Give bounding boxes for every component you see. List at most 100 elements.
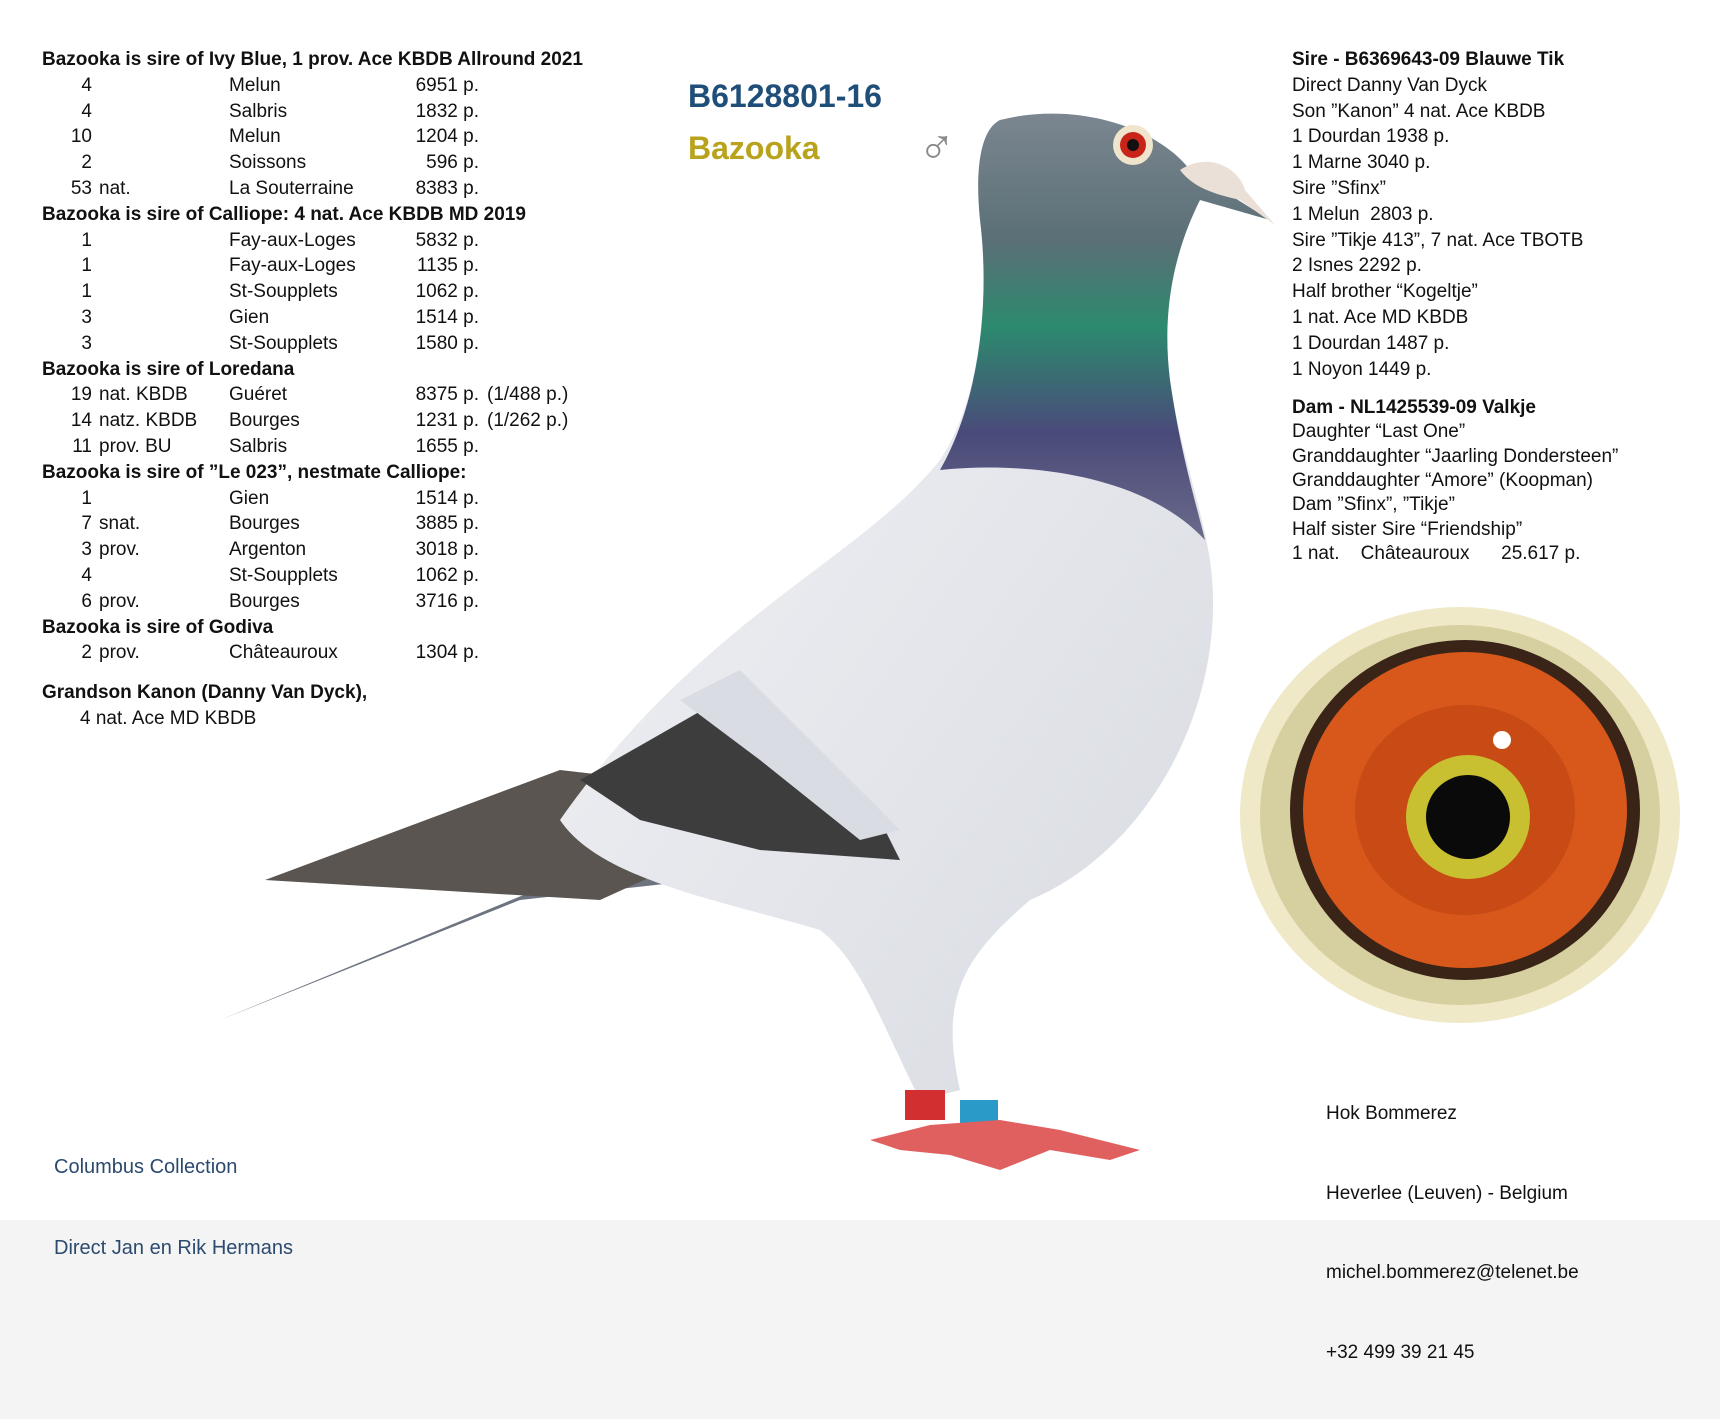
result-row: 10 Melun 1204 p. — [0, 124, 600, 150]
result-place: 7 — [81, 513, 92, 535]
sire-line: Sire ”Sfinx” — [1292, 178, 1386, 199]
result-place: 1 — [81, 281, 92, 303]
sire-line: Sire ”Tikje 413”, 7 nat. Ace TBOTB — [1292, 229, 1584, 251]
sire-line: Half brother “Kogeltje” — [1292, 281, 1478, 303]
result-points: 1135 p. — [417, 255, 479, 277]
eye-image — [1240, 607, 1680, 1023]
result-qualifier: snat. — [99, 513, 141, 535]
result-location: Salbris — [229, 100, 288, 122]
result-row: 1 St-Soupplets 1062 p. — [0, 279, 600, 305]
result-qualifier: prov. — [99, 642, 140, 664]
result-place: 14 — [70, 410, 92, 432]
ring-number: B6128801-16 — [688, 78, 882, 114]
section-heading: Bazooka is sire of Loredana — [42, 358, 295, 380]
result-points: 8383 p. — [415, 178, 479, 199]
result-place: 2 — [81, 152, 92, 174]
dam-line: Granddaughter “Jaarling Dondersteen” — [1292, 445, 1619, 467]
result-points: 8375 p. — [415, 384, 479, 406]
result-location: Melun — [229, 74, 281, 96]
result-place: 4 — [81, 100, 92, 122]
result-points: 1204 p. — [415, 126, 479, 148]
result-qualifier: nat. — [99, 178, 131, 199]
result-extra: (1/262 p.) — [487, 410, 569, 432]
sire-heading: Sire - B6369643-09 Blauwe Tik — [1292, 49, 1565, 70]
result-location: Guéret — [229, 384, 288, 406]
result-location: Argenton — [229, 539, 307, 561]
result-qualifier: nat. KBDB — [99, 384, 188, 406]
sire-line: Direct Danny Van Dyck — [1292, 74, 1487, 96]
result-points: 1231 p. — [415, 410, 479, 432]
result-qualifier: prov. — [99, 539, 140, 561]
result-points: 5832 p. — [415, 229, 479, 251]
result-points: 6951 p. — [415, 74, 479, 96]
result-row: 11 prov. BU Salbris 1655 p. — [0, 434, 600, 460]
result-row: 1 Fay-aux-Loges 5832 p. — [0, 228, 600, 254]
result-points: 3018 p. — [415, 539, 479, 561]
dam-line: Daughter “Last One” — [1292, 421, 1466, 443]
sire-line: 1 Dourdan 1938 p. — [1292, 126, 1450, 148]
result-place: 3 — [81, 332, 92, 354]
result-location: St-Soupplets — [229, 332, 338, 354]
sire-line: 1 nat. Ace MD KBDB — [1292, 307, 1469, 328]
sire-line: Son ”Kanon” 4 nat. Ace KBDB — [1292, 100, 1546, 122]
result-place: 1 — [81, 229, 92, 251]
result-place: 3 — [81, 539, 92, 561]
result-row: 7 snat. Bourges 3885 p. — [0, 511, 600, 537]
result-place: 1 — [81, 487, 92, 509]
result-location: La Souterraine — [229, 178, 354, 199]
result-location: Salbris — [229, 436, 288, 457]
result-extra: (1/488 p.) — [487, 384, 569, 406]
result-points: 3716 p. — [415, 590, 479, 612]
result-row: 6 prov. Bourges 3716 p. — [0, 589, 600, 615]
result-points: 1514 p. — [415, 307, 479, 328]
result-row: 1 Gien 1514 p. — [0, 486, 600, 512]
result-points: 1062 p. — [415, 565, 479, 586]
loft-location: Heverlee (Leuven) - Belgium — [1326, 1182, 1568, 1204]
contact-email[interactable]: michel.bommerez@telenet.be — [1326, 1262, 1579, 1283]
result-place: 4 — [81, 565, 92, 586]
result-location: Melun — [229, 126, 281, 148]
result-qualifier: prov. BU — [99, 436, 172, 457]
result-row: 4 St-Soupplets 1062 p. — [0, 563, 600, 589]
sire-line: 2 Isnes 2292 p. — [1292, 255, 1422, 277]
grandson-heading: Grandson Kanon (Danny Van Dyck), — [42, 682, 368, 704]
result-row: 14 natz. KBDB Bourges 1231 p. (1/262 p.) — [0, 408, 600, 434]
result-location: Bourges — [229, 410, 300, 432]
result-row: 53 nat. La Souterraine 8383 p. — [0, 176, 600, 202]
sire-line: 1 Noyon 1449 p. — [1292, 358, 1432, 380]
result-place: 10 — [70, 126, 92, 148]
result-points: 1304 p. — [415, 642, 479, 664]
collection-origin: Direct Jan en Rik Hermans — [54, 1237, 293, 1259]
result-place: 11 — [72, 436, 92, 457]
result-location: St-Soupplets — [229, 565, 338, 586]
result-row: 3 Gien 1514 p. — [0, 305, 600, 331]
result-location: Châteauroux — [229, 642, 338, 664]
result-row: 3 St-Soupplets 1580 p. — [0, 331, 600, 357]
loft-name: Hok Bommerez — [1326, 1103, 1457, 1124]
result-row: 3 prov. Argenton 3018 p. — [0, 537, 600, 563]
dam-heading: Dam - NL1425539-09 Valkje — [1292, 397, 1536, 418]
pigeon-image — [220, 113, 1275, 1170]
result-row: 4 Melun 6951 p. — [0, 73, 600, 99]
result-row: 2 prov. Châteauroux 1304 p. — [0, 640, 600, 666]
section-heading: Bazooka is sire of Calliope: 4 nat. Ace … — [42, 203, 526, 225]
dam-line: Dam ”Sfinx”, ”Tikje” — [1292, 494, 1455, 516]
result-location: St-Soupplets — [229, 281, 338, 303]
result-row: 19 nat. KBDB Guéret 8375 p. (1/488 p.) — [0, 382, 600, 408]
contact-phone: +32 499 39 21 45 — [1326, 1341, 1475, 1363]
result-place: 3 — [81, 307, 92, 328]
sire-line: 1 Melun 2803 p. — [1292, 203, 1434, 225]
result-points: 1514 p. — [415, 487, 479, 509]
dam-line: Granddaughter “Amore” (Koopman) — [1292, 469, 1593, 491]
result-place: 6 — [81, 590, 92, 612]
sire-line: 1 Dourdan 1487 p. — [1292, 332, 1450, 354]
result-location: Fay-aux-Loges — [229, 255, 356, 277]
result-location: Bourges — [229, 513, 300, 535]
result-place: 53 — [70, 178, 92, 199]
grandson-line: 4 nat. Ace MD KBDB — [80, 708, 257, 729]
result-row: 2 Soissons 596 p. — [0, 150, 600, 176]
sire-line: 1 Marne 3040 p. — [1292, 152, 1431, 174]
pedigree-card: Bazooka is sire of Ivy Blue, 1 prov. Ace… — [0, 0, 1720, 1363]
collection-label: Columbus Collection Direct Jan en Rik He… — [54, 1100, 293, 1316]
result-place: 2 — [81, 642, 92, 664]
